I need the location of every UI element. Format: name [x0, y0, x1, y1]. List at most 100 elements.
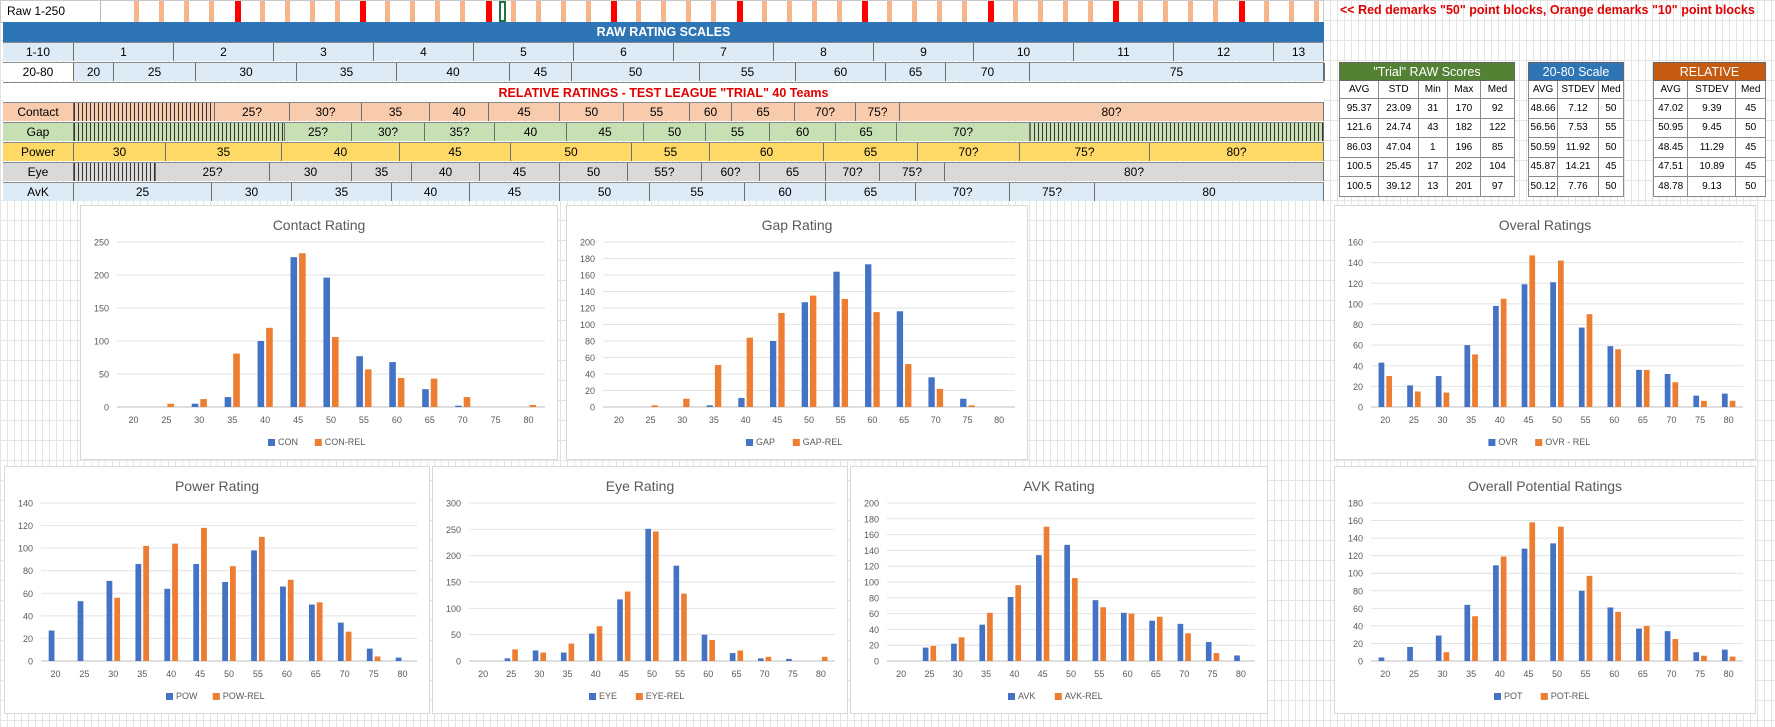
bar-primary[interactable] [1578, 327, 1585, 407]
scale-row-1-10-cell[interactable]: 1 [74, 43, 174, 61]
relative-row-eye-cell[interactable]: 35 [352, 163, 412, 181]
overall-ratings-chart[interactable]: Overal Ratings 0 20 40 60 80 100 120 140 160 20 25 3… [1334, 205, 1756, 460]
bar-relative[interactable] [143, 545, 150, 661]
bar-primary[interactable] [738, 397, 745, 407]
bar-primary[interactable] [617, 599, 623, 661]
bar-primary[interactable] [1092, 600, 1099, 661]
bar-primary[interactable] [589, 633, 595, 661]
bar-relative[interactable] [681, 593, 687, 661]
stat-cell[interactable]: 7.76 [1557, 176, 1599, 197]
bar-relative[interactable] [1156, 616, 1163, 661]
relative-row-avk-label[interactable]: AvK [3, 183, 74, 201]
relative-row-power-cell[interactable]: 40 [282, 143, 400, 161]
bar-primary[interactable] [135, 563, 142, 661]
stat-cell[interactable]: 13 [1417, 176, 1448, 197]
bar-relative[interactable] [463, 397, 471, 407]
relative-row-contact-cell[interactable]: 30? [290, 103, 362, 121]
bar-primary[interactable] [77, 601, 84, 661]
scale-row-20-80-cell[interactable]: 35 [297, 63, 397, 81]
stat-cell[interactable]: 24.74 [1378, 117, 1419, 138]
bar-primary[interactable] [1693, 652, 1700, 661]
bar-relative[interactable] [936, 388, 944, 407]
bar-primary[interactable] [801, 302, 808, 407]
bar-relative[interactable] [233, 353, 240, 407]
bar-relative[interactable] [1529, 522, 1536, 661]
bar-relative[interactable] [1643, 625, 1650, 661]
bar-primary[interactable] [1435, 376, 1442, 407]
bar-relative[interactable] [114, 597, 121, 661]
stat-cell[interactable]: 9.45 [1687, 117, 1737, 138]
relative-row-gap-cell[interactable]: 40 [495, 123, 567, 141]
bar-primary[interactable] [1521, 284, 1528, 407]
bar-primary[interactable] [1521, 548, 1528, 661]
bar-relative[interactable] [332, 337, 339, 407]
bar-primary[interactable] [106, 580, 113, 661]
scale-row-20-80-cell[interactable]: 25 [114, 63, 196, 81]
relative-row-eye-cell[interactable]: 45 [480, 163, 560, 181]
stat-cell[interactable]: 121.6 [1338, 117, 1380, 138]
relative-row-contact-cell[interactable]: 25? [215, 103, 290, 121]
bar-primary[interactable] [1636, 369, 1642, 407]
relative-row-avk-cell[interactable]: 60 [745, 183, 826, 201]
bar-primary[interactable] [1550, 543, 1556, 661]
bar-primary[interactable] [757, 658, 764, 661]
bar-relative[interactable] [568, 643, 575, 661]
stat-cell[interactable]: 50 [1597, 137, 1625, 158]
relative-row-avk-cell[interactable]: 35 [292, 183, 392, 201]
bar-relative[interactable] [1213, 653, 1220, 661]
relative-row-gap-cell[interactable]: 30? [352, 123, 425, 141]
bar-primary[interactable] [1149, 620, 1155, 661]
relative-row-power-cell[interactable]: 45 [400, 143, 511, 161]
bar-relative[interactable] [430, 378, 438, 407]
relative-row-gap-cell[interactable]: 45 [567, 123, 644, 141]
bar-relative[interactable] [345, 631, 352, 661]
bar-primary[interactable] [1407, 385, 1413, 407]
bar-relative[interactable] [737, 650, 744, 661]
bar-relative[interactable] [1443, 392, 1450, 407]
stat-column-header[interactable]: AVG [1527, 80, 1559, 99]
relative-row-avk-cell[interactable]: 40 [392, 183, 470, 201]
stat-cell[interactable]: 50.12 [1527, 176, 1559, 197]
gap-rating-chart[interactable]: Gap Rating 0 20 40 60 80 100 120 140 160 180 200 20 2… [566, 205, 1028, 460]
bar-primary[interactable] [222, 582, 228, 661]
bar-primary[interactable] [395, 657, 402, 661]
bar-relative[interactable] [1558, 526, 1564, 661]
stat-column-header[interactable]: STDEV [1687, 80, 1737, 99]
bar-primary[interactable] [979, 624, 986, 661]
bar-primary[interactable] [1578, 590, 1585, 661]
stat-column-header[interactable]: STD [1378, 80, 1419, 99]
relative-row-contact-cell[interactable]: 45 [489, 103, 560, 121]
bar-relative[interactable] [1586, 575, 1593, 661]
bar-primary[interactable] [1550, 282, 1556, 407]
bar-primary[interactable] [951, 643, 957, 661]
bar-primary[interactable] [1636, 628, 1642, 661]
relative-row-gap-label[interactable]: Gap [3, 123, 74, 141]
scale-row-1-10-cell[interactable]: 13 [1274, 43, 1324, 61]
stat-cell[interactable]: 122 [1479, 117, 1516, 138]
bar-primary[interactable] [337, 622, 344, 661]
bar-primary[interactable] [366, 648, 373, 661]
bar-relative[interactable] [529, 405, 537, 407]
relative-row-contact-cell[interactable]: 50 [560, 103, 624, 121]
relative-row-eye-cell[interactable]: 55? [628, 163, 702, 181]
bar-relative[interactable] [201, 527, 207, 661]
stat-cell[interactable]: 50.95 [1652, 117, 1689, 138]
relative-row-power-cell[interactable]: 65 [824, 143, 918, 161]
bar-primary[interactable] [389, 362, 396, 407]
relative-row-gap-cell[interactable]: 25? [285, 123, 352, 141]
relative-row-gap-cell[interactable]: 55 [706, 123, 770, 141]
scale-row-20-80-cell[interactable]: 55 [700, 63, 796, 81]
stat-cell[interactable]: 55 [1597, 117, 1625, 138]
bar-primary[interactable] [1464, 345, 1471, 407]
avk-rating-chart[interactable]: AVK Rating 0 20 40 60 80 100 120 140 160 180 200 20 2… [850, 466, 1268, 714]
bar-primary[interactable] [729, 653, 736, 661]
stat-cell[interactable]: 43 [1417, 117, 1448, 138]
relative-row-eye-cell[interactable]: 70? [826, 163, 880, 181]
bar-primary[interactable] [1664, 374, 1671, 407]
stat-cell[interactable]: 201 [1446, 176, 1481, 197]
bar-primary[interactable] [1435, 635, 1442, 661]
relative-row-power-cell[interactable]: 70? [918, 143, 1020, 161]
stat-cell[interactable]: 9.13 [1687, 176, 1737, 197]
relative-row-gap-cell[interactable]: 75? [1030, 123, 1031, 141]
relative-row-gap-cell[interactable]: 35? [425, 123, 495, 141]
